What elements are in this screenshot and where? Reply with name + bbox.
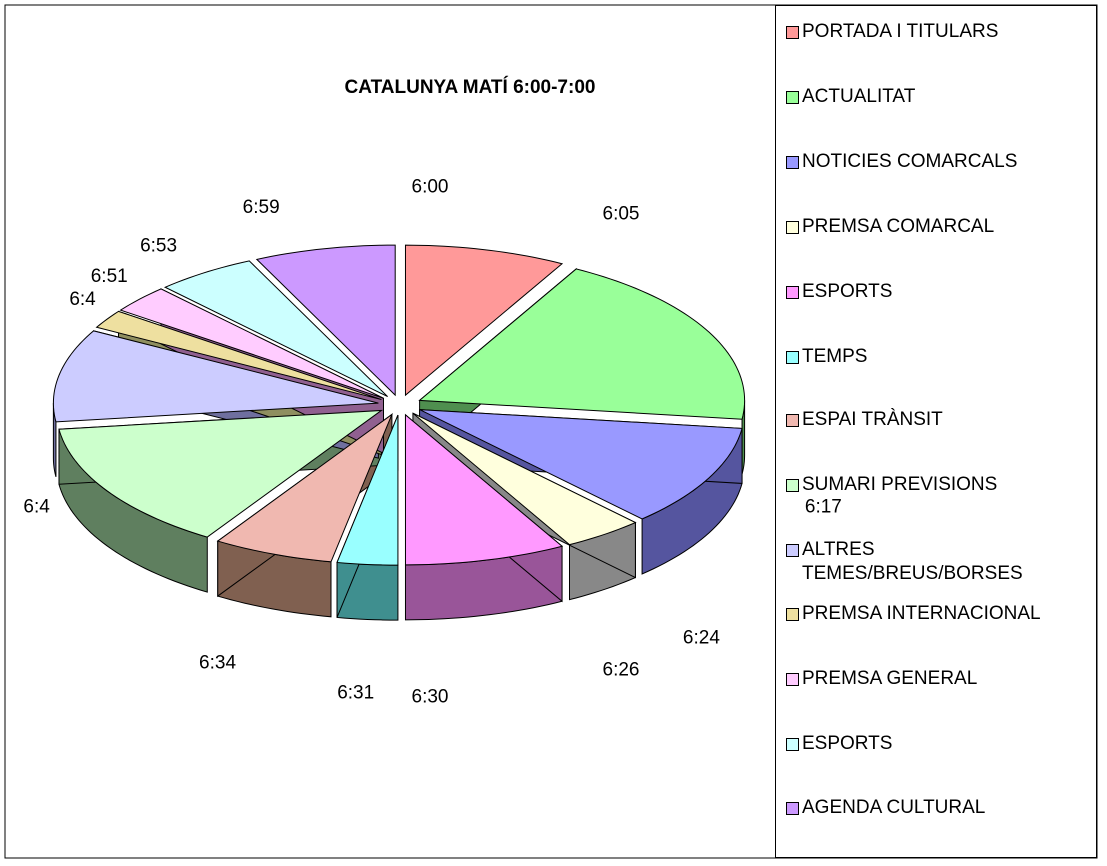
legend-item: ALTRES TEMES/BREUS/BORSES	[786, 538, 1052, 586]
legend-swatch	[786, 414, 799, 427]
legend-item: ESPORTS	[786, 732, 1102, 756]
legend-item: PREMSA INTERNACIONAL	[786, 602, 1102, 626]
legend-swatch	[786, 221, 799, 234]
slice-label: 6:17	[805, 496, 842, 517]
slice-label: 6:05	[603, 203, 640, 224]
legend-item: ESPAI TRÀNSIT	[786, 408, 1102, 432]
slice	[95, 310, 382, 401]
legend-swatch	[786, 608, 799, 621]
legend-label: PORTADA I TITULARS	[802, 21, 999, 42]
slice	[336, 414, 399, 566]
legend-item: AGENDA CULTURAL	[786, 796, 1102, 820]
slice-label: 6:4	[23, 496, 50, 517]
legend-label: ALTRES TEMES/BREUS/BORSES	[802, 539, 1023, 584]
legend-label: ESPORTS	[802, 733, 893, 754]
slice	[163, 260, 388, 398]
legend-item: TEMPS	[786, 345, 1102, 369]
legend-item: PREMSA COMARCAL	[786, 215, 1102, 239]
slice-label: 6:59	[243, 197, 280, 218]
legend-label: NOTICIES COMARCALS	[802, 151, 1018, 172]
slice	[418, 268, 746, 420]
slice	[255, 244, 396, 397]
slice-label: 6:51	[91, 266, 128, 287]
legend-swatch	[786, 802, 799, 815]
legend-label: TEMPS	[802, 346, 868, 367]
legend-item: SUMARI PREVISIONS	[786, 473, 1102, 497]
slice-label: 6:00	[412, 177, 449, 198]
legend-item: ESPORTS	[786, 280, 1102, 304]
legend-swatch	[786, 544, 799, 557]
legend-item: ACTUALITAT	[786, 85, 1102, 109]
legend-label: AGENDA CULTURAL	[802, 797, 986, 818]
slice-label: 6:34	[199, 653, 236, 674]
legend-swatch	[786, 26, 799, 39]
slice	[404, 413, 564, 566]
legend-label: ESPAI TRÀNSIT	[802, 409, 943, 430]
legend-label: PREMSA GENERAL	[802, 668, 978, 689]
slice	[216, 412, 394, 563]
legend-item: NOTICIES COMARCALS	[786, 150, 1102, 174]
legend-label: ACTUALITAT	[802, 86, 916, 107]
slice-label: 6:53	[140, 235, 177, 256]
slice-label: 6:4	[69, 289, 96, 310]
legend-label: ESPORTS	[802, 281, 893, 302]
slice	[404, 244, 564, 397]
slice	[419, 409, 743, 520]
legend-swatch	[786, 351, 799, 364]
legend-swatch	[786, 286, 799, 299]
legend-item: PREMSA GENERAL	[786, 667, 1102, 691]
legend-swatch	[786, 156, 799, 169]
slice	[52, 330, 379, 423]
legend-label: SUMARI PREVISIONS	[802, 474, 998, 495]
legend-swatch	[786, 738, 799, 751]
legend: PORTADA I TITULARS ACTUALITAT NOTICIES COM…	[775, 5, 1097, 858]
chart-border	[4, 4, 1098, 859]
slice-label: 6:24	[683, 628, 720, 649]
chart-title: CATALUNYA MATÍ 6:00-7:00	[345, 76, 596, 98]
slice	[412, 412, 637, 546]
slice	[58, 409, 384, 538]
legend-swatch	[786, 479, 799, 492]
slice-label: 6:31	[337, 683, 374, 704]
slice-label: 6:30	[412, 687, 449, 708]
legend-item: PORTADA I TITULARS	[786, 20, 1102, 44]
slice	[119, 288, 384, 399]
legend-swatch	[786, 673, 799, 686]
slice-tops	[52, 244, 746, 566]
slice-label: 6:26	[603, 660, 640, 681]
legend-label: PREMSA COMARCAL	[802, 216, 995, 237]
legend-swatch	[786, 91, 799, 104]
legend-label: PREMSA INTERNACIONAL	[802, 603, 1041, 624]
slice-labels: 6:006:056:176:246:266:306:316:346:46:46:…	[23, 177, 841, 708]
